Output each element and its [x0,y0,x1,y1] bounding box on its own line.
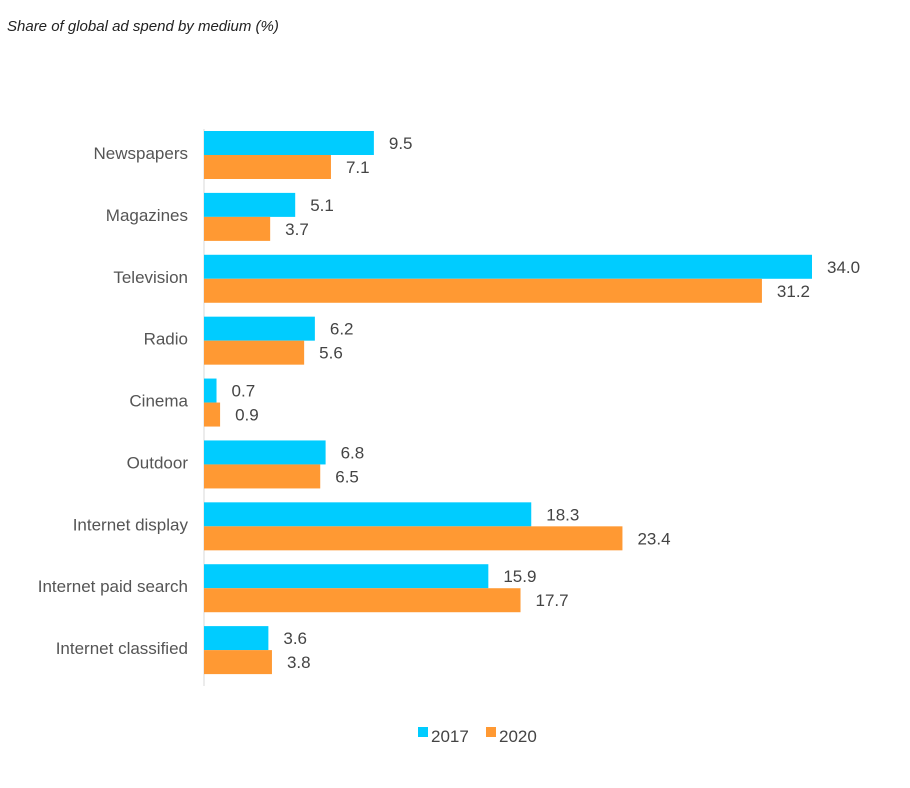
bar-2017 [204,316,315,341]
bar-2017 [204,564,489,589]
data-label: 3.7 [285,220,309,239]
bar-2020 [204,402,221,427]
data-label: 15.9 [503,567,536,586]
bar-2020 [204,278,762,303]
data-label: 34.0 [827,258,860,277]
data-label: 0.9 [235,406,259,425]
data-label: 3.6 [283,629,307,648]
data-label: 3.8 [287,653,311,672]
data-label: 18.3 [546,505,579,524]
data-label: 0.7 [232,382,256,401]
bar-2020 [204,340,305,365]
data-label: 6.2 [330,320,354,339]
data-label: 31.2 [777,282,810,301]
bars-group: Newspapers 9.5 7.1 Magazines 5.13.7 Televisio… [38,131,860,675]
category-label: Magazines [106,206,188,225]
bar-2017 [204,440,326,465]
data-label: 5.1 [310,196,334,215]
category-label: Newspapers [94,144,189,163]
bar-2017 [204,502,532,527]
bar-2017 [204,626,269,651]
category-label: Cinema [129,392,188,411]
category-label: Internet display [73,515,189,534]
bar-2017 [204,131,374,155]
category-label: Internet paid search [38,577,188,596]
category-label: Television [113,268,188,287]
legend-label: 2017 [431,727,469,746]
data-label: 9.5 [389,134,413,153]
chart-title: Share of global ad spend by medium (%) [7,18,279,35]
legend-swatch [486,727,496,737]
legend-swatch [418,727,428,737]
legend: 2017 2020 [418,727,537,746]
bar-2017 [204,254,812,279]
data-label: 23.4 [637,529,670,548]
data-label: 6.8 [341,443,365,462]
bar-2020 [204,526,623,551]
data-label: 17.7 [536,591,569,610]
bar-2020 [204,216,271,241]
bar-2020 [204,650,272,675]
data-label: 5.6 [319,344,343,363]
bar-2020 [204,155,331,179]
bar-2020 [204,588,521,613]
category-label: Outdoor [127,453,189,472]
category-label: Radio [144,330,188,349]
bar-2017 [204,378,217,403]
data-label: 7.1 [346,158,370,177]
data-label: 6.5 [335,467,359,486]
category-label: Internet classified [56,639,188,658]
bar-2020 [204,464,321,489]
legend-label: 2020 [499,727,537,746]
bar-2017 [204,192,296,217]
